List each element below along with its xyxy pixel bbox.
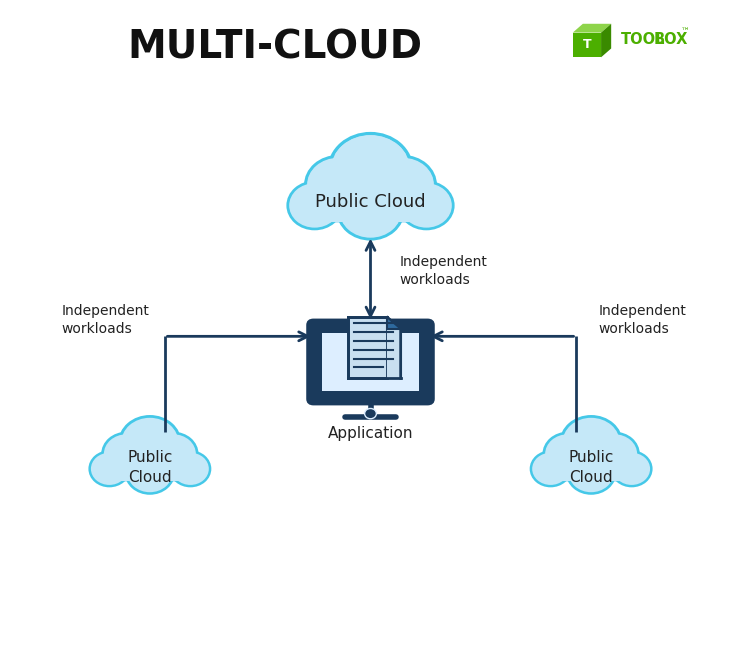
Ellipse shape bbox=[400, 182, 453, 228]
Ellipse shape bbox=[568, 453, 614, 492]
Ellipse shape bbox=[562, 418, 619, 468]
Text: TOOL: TOOL bbox=[620, 32, 665, 47]
Polygon shape bbox=[573, 24, 611, 32]
Bar bbox=[113, 465, 187, 481]
Text: Public Cloud: Public Cloud bbox=[315, 193, 426, 211]
Ellipse shape bbox=[90, 452, 128, 486]
Ellipse shape bbox=[288, 182, 341, 228]
Ellipse shape bbox=[172, 453, 209, 485]
Ellipse shape bbox=[289, 183, 340, 228]
Ellipse shape bbox=[370, 157, 435, 213]
Ellipse shape bbox=[372, 158, 434, 212]
Text: MULTI-CLOUD: MULTI-CLOUD bbox=[127, 28, 422, 67]
Ellipse shape bbox=[568, 452, 614, 493]
Ellipse shape bbox=[91, 453, 127, 485]
Ellipse shape bbox=[103, 433, 150, 474]
Text: Application: Application bbox=[328, 426, 413, 441]
Text: ™: ™ bbox=[681, 27, 690, 36]
Ellipse shape bbox=[401, 183, 452, 228]
Ellipse shape bbox=[613, 452, 651, 486]
Ellipse shape bbox=[561, 417, 621, 469]
Polygon shape bbox=[601, 24, 611, 58]
Circle shape bbox=[365, 408, 376, 419]
Ellipse shape bbox=[307, 158, 369, 212]
Ellipse shape bbox=[306, 157, 370, 213]
Text: BOX: BOX bbox=[654, 32, 688, 47]
FancyBboxPatch shape bbox=[322, 333, 419, 391]
Polygon shape bbox=[388, 318, 401, 329]
Text: Public
Cloud: Public Cloud bbox=[127, 450, 173, 485]
Ellipse shape bbox=[531, 452, 570, 486]
Ellipse shape bbox=[544, 433, 591, 474]
Bar bbox=[318, 201, 423, 223]
Bar bbox=[388, 329, 401, 378]
FancyBboxPatch shape bbox=[348, 318, 388, 378]
Text: T: T bbox=[582, 38, 591, 52]
Ellipse shape bbox=[151, 434, 196, 474]
Ellipse shape bbox=[614, 453, 650, 485]
Ellipse shape bbox=[329, 134, 412, 206]
Bar bbox=[111, 465, 188, 482]
Ellipse shape bbox=[532, 453, 569, 485]
Text: Independent
workloads: Independent workloads bbox=[599, 304, 686, 336]
Ellipse shape bbox=[339, 184, 402, 237]
Bar bbox=[553, 465, 630, 482]
Ellipse shape bbox=[545, 434, 590, 474]
Ellipse shape bbox=[127, 453, 173, 492]
Ellipse shape bbox=[127, 452, 173, 493]
Ellipse shape bbox=[338, 182, 403, 239]
Ellipse shape bbox=[331, 135, 410, 204]
Ellipse shape bbox=[171, 452, 210, 486]
Ellipse shape bbox=[104, 434, 149, 474]
Text: Independent
workloads: Independent workloads bbox=[62, 304, 150, 336]
FancyBboxPatch shape bbox=[308, 320, 433, 404]
Ellipse shape bbox=[122, 418, 179, 468]
Ellipse shape bbox=[120, 417, 180, 469]
Bar bbox=[554, 465, 628, 481]
Ellipse shape bbox=[591, 433, 638, 474]
FancyBboxPatch shape bbox=[573, 32, 601, 58]
Text: Independent
workloads: Independent workloads bbox=[400, 254, 488, 287]
Ellipse shape bbox=[150, 433, 197, 474]
Ellipse shape bbox=[592, 434, 637, 474]
Bar bbox=[319, 201, 422, 222]
Text: Public
Cloud: Public Cloud bbox=[568, 450, 614, 485]
